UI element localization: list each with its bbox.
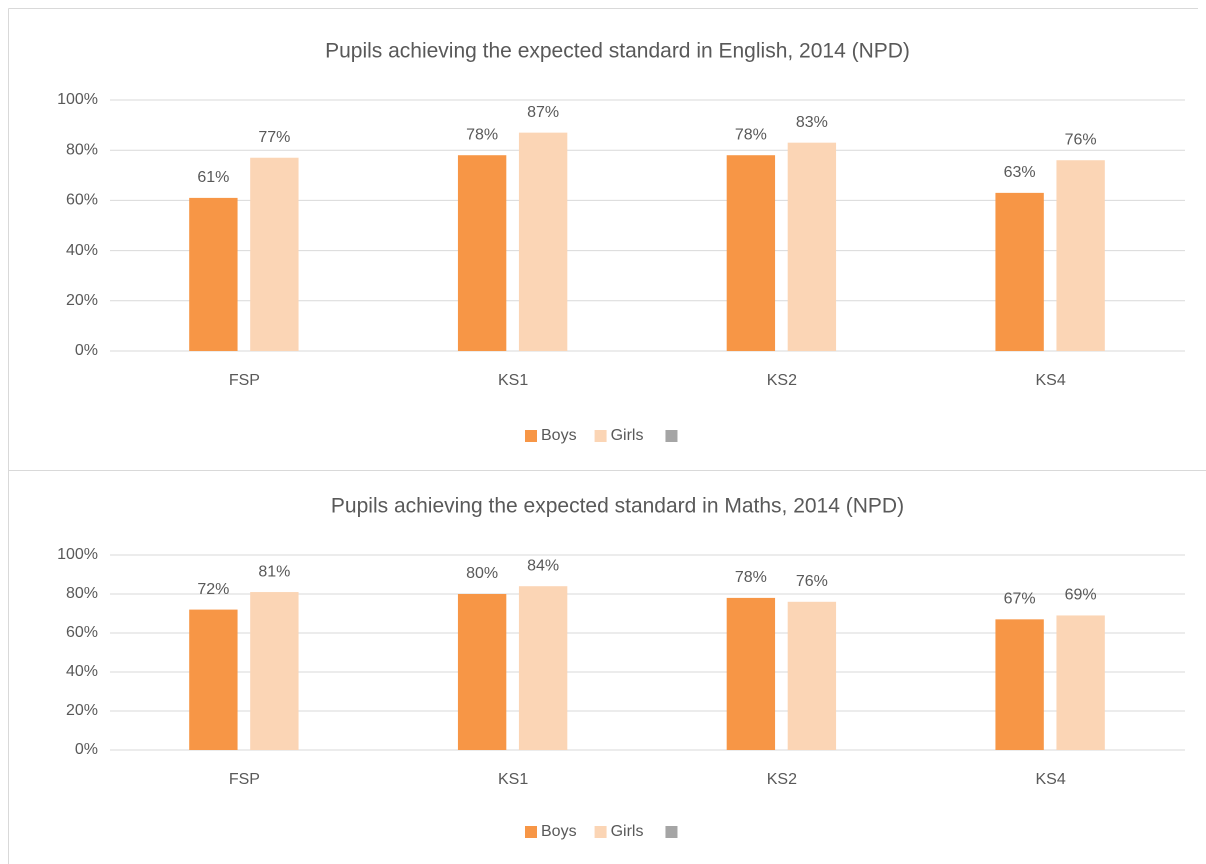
legend-swatch <box>525 430 537 442</box>
y-tick-label: 60% <box>66 192 98 209</box>
legend-label: Girls <box>611 427 644 444</box>
data-label: 76% <box>1065 131 1097 148</box>
y-tick-label: 100% <box>57 91 98 108</box>
legend-swatch-empty <box>665 826 678 838</box>
y-tick-label: 80% <box>66 141 98 158</box>
bar <box>995 619 1044 750</box>
data-label: 80% <box>466 565 498 582</box>
chart-title: Pupils achieving the expected standard i… <box>331 495 904 518</box>
data-label: 84% <box>527 557 559 574</box>
legend-label: Girls <box>611 823 644 840</box>
bar <box>787 142 837 351</box>
y-tick-label: 100% <box>57 546 98 563</box>
y-tick-label: 20% <box>66 702 98 719</box>
bar <box>726 597 776 750</box>
legend-swatch <box>594 430 607 442</box>
bar <box>457 594 507 750</box>
y-tick-label: 80% <box>66 585 98 602</box>
y-tick-label: 60% <box>66 624 98 641</box>
y-tick-label: 0% <box>75 741 98 758</box>
data-label: 83% <box>796 114 828 131</box>
bar <box>518 132 568 351</box>
x-tick-label: KS4 <box>1036 372 1066 389</box>
bar <box>250 157 299 351</box>
data-label: 76% <box>796 573 828 590</box>
x-tick-label: KS2 <box>767 372 797 389</box>
legend-swatch <box>594 826 607 838</box>
chart-title: Pupils achieving the expected standard i… <box>325 40 910 63</box>
bar <box>518 586 568 750</box>
legend-label: Boys <box>541 427 577 444</box>
bar <box>189 197 238 351</box>
data-label: 78% <box>735 569 767 586</box>
x-tick-label: KS1 <box>498 771 528 788</box>
y-tick-label: 20% <box>66 292 98 309</box>
data-label: 87% <box>527 104 559 121</box>
x-tick-label: FSP <box>229 771 260 788</box>
data-label: 78% <box>735 126 767 143</box>
y-tick-label: 40% <box>66 242 98 259</box>
data-label: 61% <box>197 169 229 186</box>
data-label: 69% <box>1065 587 1097 604</box>
y-tick-label: 40% <box>66 663 98 680</box>
bar <box>189 609 238 750</box>
bar <box>726 155 776 351</box>
x-tick-label: KS1 <box>498 372 528 389</box>
bar <box>250 592 299 750</box>
data-label: 77% <box>258 129 290 146</box>
bar <box>1056 615 1105 750</box>
data-label: 63% <box>1004 164 1036 181</box>
data-label: 81% <box>258 563 290 580</box>
legend-label: Boys <box>541 823 577 840</box>
bar <box>457 155 507 351</box>
bar <box>995 192 1044 351</box>
legend-swatch <box>525 826 537 838</box>
bar <box>787 601 837 750</box>
legend-swatch-empty <box>665 430 678 442</box>
bar <box>1056 160 1105 351</box>
data-label: 72% <box>197 581 229 598</box>
data-label: 78% <box>466 126 498 143</box>
x-tick-label: KS2 <box>767 771 797 788</box>
x-tick-label: FSP <box>229 372 260 389</box>
x-tick-label: KS4 <box>1036 771 1066 788</box>
data-label: 67% <box>1004 591 1036 608</box>
y-tick-label: 0% <box>75 342 98 359</box>
